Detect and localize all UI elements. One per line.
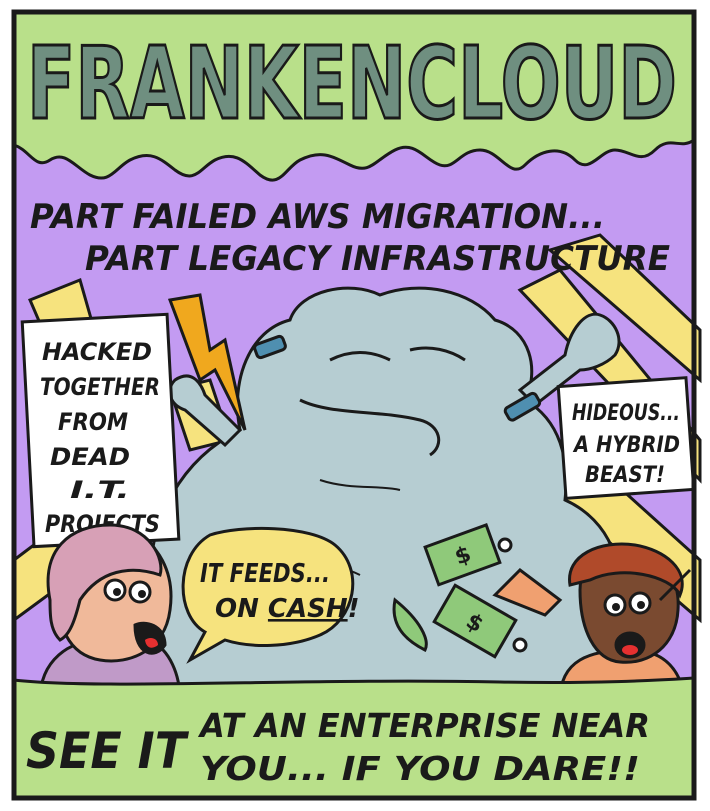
panel-border — [11, 9, 697, 801]
footer-right-line-1: AT AN ENTERPRISE NEAR — [197, 706, 650, 745]
speech-line-1: IT FEEDS... — [200, 559, 330, 589]
footer-left: SEE IT — [26, 722, 190, 780]
title: FRANKENCLOUD — [27, 25, 677, 142]
footer-right-line-2: YOU... IF YOU DARE!! — [200, 749, 640, 788]
left-sign-line-3: FROM — [58, 408, 128, 436]
speech-bubble: IT FEEDS... ON CASH! — [181, 526, 359, 664]
right-sign-line-2: A HYBRID — [572, 433, 680, 458]
right-sign-line-1: HIDEOUS... — [572, 401, 680, 426]
caption-line-2: PART LEGACY INFRASTRUCTURE — [85, 239, 670, 279]
footer-band — [12, 676, 696, 800]
speech-line-2: ON CASH! — [215, 594, 359, 624]
left-sign: HACKED TOGETHER FROM DEAD I.T. PROJECTS — [20, 312, 181, 549]
left-sign-line-2: TOGETHER — [40, 373, 160, 401]
money-bills: $ $ — [392, 522, 528, 659]
lightning-bolt — [167, 293, 247, 431]
left-sign-line-5: I.T. — [70, 476, 130, 504]
left-sign-line-1: HACKED — [42, 338, 152, 366]
scared-kid — [492, 542, 692, 702]
left-sign-line-4: DEAD — [50, 443, 130, 471]
caption-line-1: PART FAILED AWS MIGRATION... — [30, 197, 605, 237]
scared-woman — [38, 523, 182, 702]
right-sign: HIDEOUS... A HYBRID BEAST! — [556, 376, 696, 500]
slime-top — [12, 10, 696, 182]
right-sign-line-3: BEAST! — [585, 463, 665, 488]
